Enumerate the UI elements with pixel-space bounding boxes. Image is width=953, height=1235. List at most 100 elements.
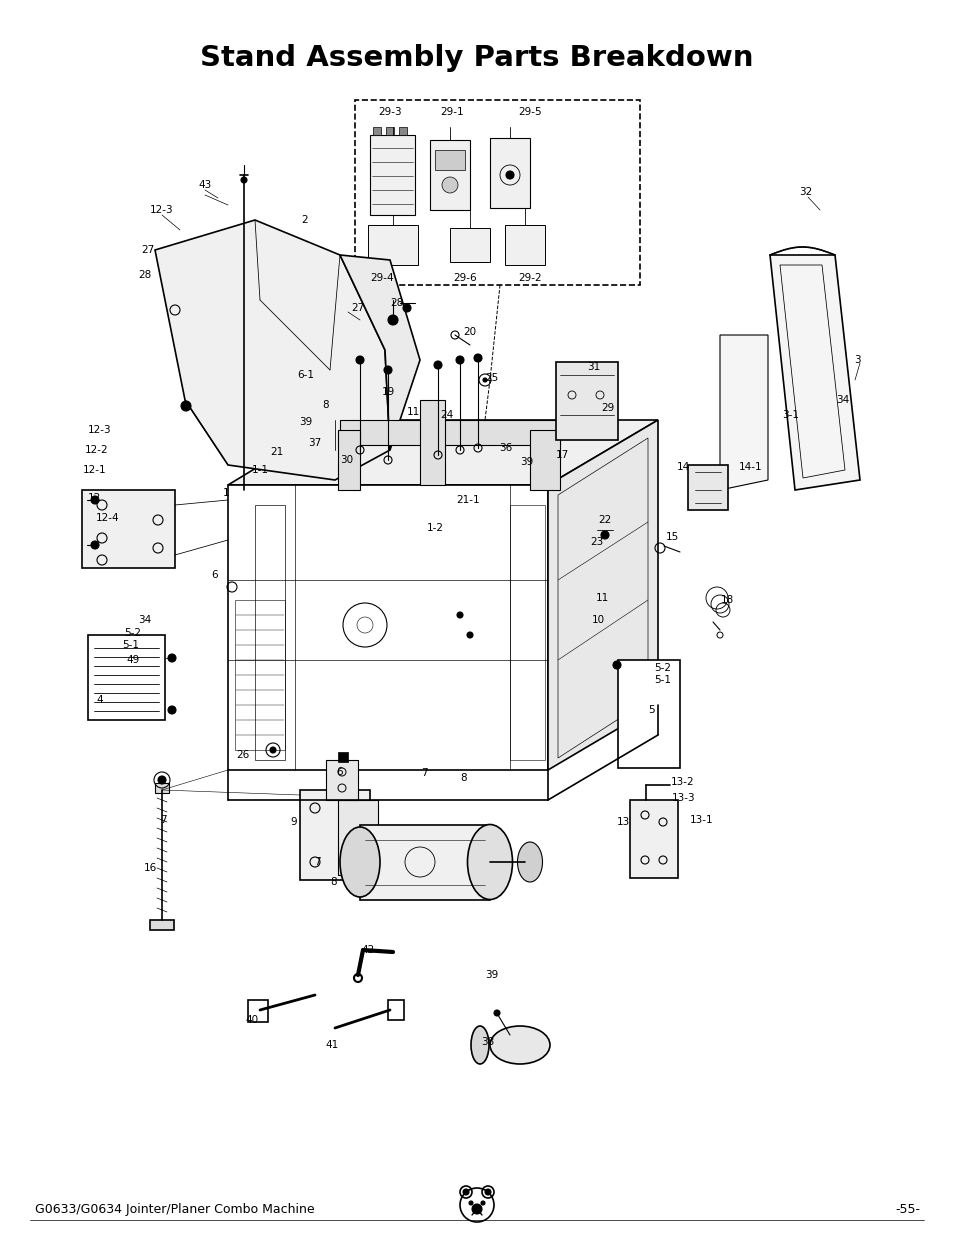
Text: 8: 8 (322, 400, 329, 410)
Text: 29-3: 29-3 (377, 107, 401, 117)
Circle shape (91, 541, 99, 550)
Circle shape (505, 170, 514, 179)
Circle shape (474, 354, 481, 362)
Polygon shape (154, 220, 390, 480)
Polygon shape (228, 485, 547, 769)
Text: 7: 7 (159, 815, 166, 825)
Text: 28: 28 (390, 298, 403, 308)
Text: 29-1: 29-1 (439, 107, 463, 117)
Text: 5-1: 5-1 (654, 676, 671, 685)
Text: 6-1: 6-1 (297, 370, 314, 380)
Text: 39: 39 (519, 457, 533, 467)
Polygon shape (82, 490, 174, 568)
Text: 6: 6 (336, 767, 343, 777)
Text: 5-2: 5-2 (125, 629, 141, 638)
Text: 29-2: 29-2 (517, 273, 541, 283)
Circle shape (241, 177, 247, 183)
Polygon shape (339, 254, 419, 450)
Text: 3: 3 (853, 354, 860, 366)
Text: 13: 13 (616, 818, 629, 827)
Polygon shape (150, 920, 173, 930)
Polygon shape (490, 138, 530, 207)
Polygon shape (337, 752, 348, 762)
Polygon shape (370, 135, 415, 215)
Text: 29-5: 29-5 (517, 107, 541, 117)
Polygon shape (769, 254, 859, 490)
Text: 32: 32 (799, 186, 812, 198)
Text: Stand Assembly Parts Breakdown: Stand Assembly Parts Breakdown (200, 44, 753, 72)
Ellipse shape (471, 1026, 489, 1065)
Text: 7: 7 (420, 768, 427, 778)
Circle shape (472, 1204, 481, 1214)
Text: 43: 43 (198, 180, 212, 190)
Polygon shape (337, 430, 359, 490)
Ellipse shape (490, 1026, 550, 1065)
Circle shape (480, 1200, 484, 1205)
Text: -55-: -55- (894, 1203, 919, 1216)
Text: 29: 29 (600, 403, 614, 412)
Circle shape (467, 632, 473, 638)
Circle shape (355, 356, 364, 364)
Circle shape (494, 1010, 499, 1016)
Polygon shape (618, 659, 679, 768)
Text: 12-3: 12-3 (88, 425, 112, 435)
Polygon shape (430, 140, 470, 210)
Bar (435, 149, 464, 170)
Polygon shape (556, 362, 618, 440)
Circle shape (384, 366, 392, 374)
Polygon shape (359, 825, 490, 900)
Circle shape (402, 304, 411, 312)
Circle shape (91, 496, 99, 504)
Text: 11: 11 (595, 593, 608, 603)
Bar (373, 127, 380, 135)
Polygon shape (299, 790, 370, 881)
Text: G0633/G0634 Jointer/Planer Combo Machine: G0633/G0634 Jointer/Planer Combo Machine (35, 1203, 314, 1216)
Polygon shape (337, 800, 377, 876)
Text: 24: 24 (440, 410, 453, 420)
Circle shape (181, 401, 191, 411)
Polygon shape (530, 430, 559, 490)
Text: 19: 19 (381, 387, 395, 396)
Text: 15: 15 (664, 532, 678, 542)
Text: 17: 17 (555, 450, 568, 459)
Text: 14-1: 14-1 (739, 462, 762, 472)
Text: 27: 27 (351, 303, 364, 312)
Text: 8: 8 (460, 773, 467, 783)
Polygon shape (687, 466, 727, 510)
Text: 36: 36 (498, 443, 512, 453)
Polygon shape (368, 225, 417, 266)
Ellipse shape (339, 827, 379, 897)
Text: 34: 34 (138, 615, 152, 625)
Text: 12: 12 (88, 493, 100, 503)
Text: 20: 20 (463, 327, 476, 337)
Text: 30: 30 (340, 454, 354, 466)
Polygon shape (339, 420, 559, 445)
Text: 37: 37 (308, 438, 321, 448)
Circle shape (441, 177, 457, 193)
Text: 29-4: 29-4 (370, 273, 394, 283)
Circle shape (462, 1189, 469, 1195)
Text: 3-1: 3-1 (781, 410, 799, 420)
Text: 1: 1 (222, 488, 229, 498)
Polygon shape (419, 400, 444, 485)
Circle shape (168, 706, 175, 714)
Text: 12-4: 12-4 (96, 513, 120, 522)
Text: 34: 34 (836, 395, 849, 405)
Text: 7: 7 (314, 857, 320, 867)
Text: 11: 11 (406, 408, 419, 417)
Circle shape (350, 454, 359, 466)
Circle shape (158, 776, 166, 784)
Polygon shape (629, 800, 678, 878)
Polygon shape (154, 783, 169, 793)
Circle shape (613, 661, 620, 669)
Text: 12-1: 12-1 (83, 466, 107, 475)
Text: 12-2: 12-2 (85, 445, 109, 454)
Polygon shape (547, 420, 658, 769)
Text: 29-6: 29-6 (453, 273, 476, 283)
Text: 13-1: 13-1 (689, 815, 713, 825)
Text: 10: 10 (591, 615, 604, 625)
Ellipse shape (517, 842, 542, 882)
Text: 1-1: 1-1 (252, 466, 268, 475)
Text: 41: 41 (325, 1040, 338, 1050)
Circle shape (469, 1200, 473, 1205)
